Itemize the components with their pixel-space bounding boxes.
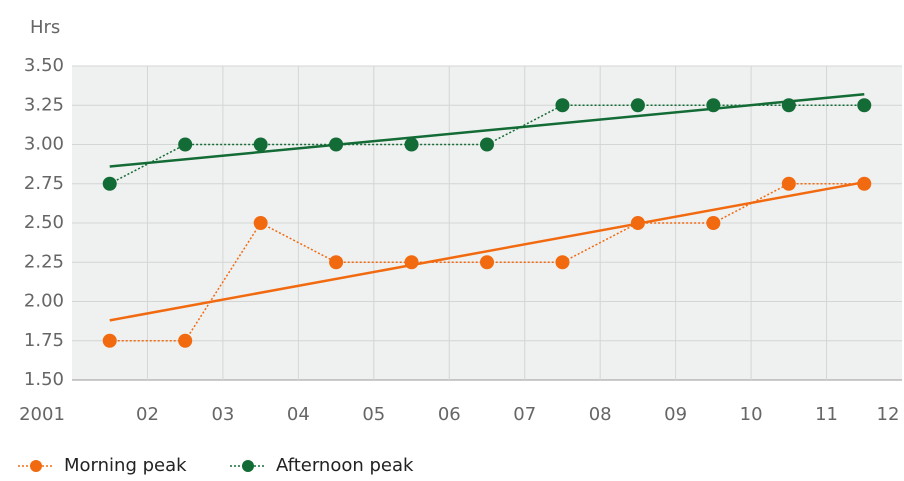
data-point (706, 216, 721, 230)
data-point (404, 255, 419, 270)
data-point (555, 98, 570, 113)
data-point (480, 137, 494, 152)
data-point (555, 255, 570, 270)
y-tick-label: 1.75 (24, 330, 64, 351)
data-point (630, 216, 645, 230)
data-point (630, 98, 645, 113)
x-tick-label: 08 (589, 404, 612, 425)
legend-marker (30, 460, 42, 472)
series-line (109, 183, 865, 342)
x-tick-label: 03 (211, 404, 234, 425)
data-point (253, 216, 268, 230)
x-tick-label: 2001 (19, 404, 65, 425)
x-tick-label: 09 (664, 404, 687, 425)
x-tick-label: 04 (287, 404, 310, 425)
x-tick-label: 11 (815, 404, 838, 425)
data-point (857, 176, 872, 191)
y-tick-label: 2.25 (24, 251, 64, 272)
data-point (857, 98, 872, 113)
data-point (706, 98, 721, 113)
y-tick-label: 3.50 (24, 55, 64, 76)
data-point (781, 98, 796, 113)
x-tick-label: 06 (438, 404, 461, 425)
trend-line (109, 93, 865, 168)
y-tick-label: 3.00 (24, 134, 64, 155)
x-tick-label: 12 (877, 404, 900, 425)
y-tick-label: 3.25 (24, 94, 64, 115)
data-point (102, 176, 117, 191)
y-tick-label: 1.50 (24, 369, 64, 390)
data-point (178, 333, 193, 348)
legend-marker (242, 460, 254, 472)
data-point (178, 137, 193, 152)
legend-label: Afternoon peak (276, 455, 414, 476)
data-point (102, 333, 117, 348)
trend-line (109, 180, 865, 322)
y-tick-label: 2.50 (24, 212, 64, 233)
data-point (781, 176, 796, 191)
x-tick-label: 07 (513, 404, 536, 425)
data-point (404, 137, 419, 152)
y-tick-label: 2.75 (24, 173, 64, 194)
x-tick-label: 05 (362, 404, 385, 425)
x-tick-label: 02 (136, 404, 159, 425)
legend-label: Morning peak (64, 455, 187, 476)
data-point (253, 137, 268, 152)
data-point (480, 255, 494, 270)
x-tick-label: 10 (740, 404, 763, 425)
data-point (329, 255, 344, 270)
y-tick-label: 2.00 (24, 291, 64, 312)
y-axis-label: Hrs (30, 17, 60, 38)
data-point (329, 137, 344, 152)
